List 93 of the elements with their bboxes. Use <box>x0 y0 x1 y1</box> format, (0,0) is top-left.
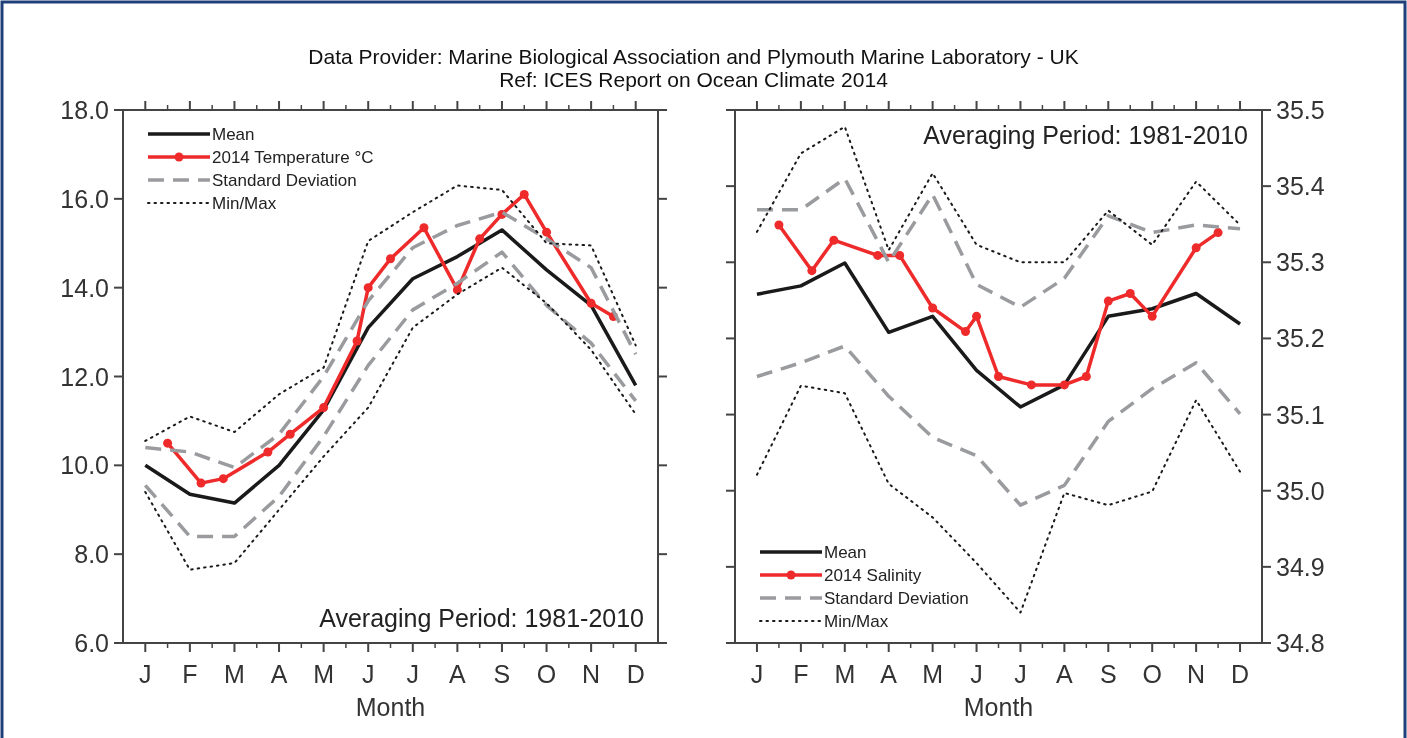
x-tick-label: J <box>406 660 420 688</box>
x-tick-label: N <box>1187 660 1206 688</box>
point <box>774 220 784 230</box>
point <box>218 474 228 484</box>
y2-tick-label: 35.3 <box>1276 248 1325 277</box>
legend-label: Standard Deviation <box>212 171 357 190</box>
x-tick-label: M <box>313 660 335 688</box>
point <box>452 285 462 295</box>
y2-tick-label: 34.9 <box>1276 552 1325 581</box>
x-tick-label: S <box>1099 660 1117 688</box>
x-tick-label: A <box>880 660 898 688</box>
legend-label: Mean <box>824 543 867 562</box>
point <box>1081 372 1091 381</box>
chart-subtitle: Ref: ICES Report on Ocean Climate 2014 <box>499 68 889 91</box>
line-series <box>144 266 637 571</box>
x-tick-label: F <box>182 660 198 688</box>
y-tick-label: 8.0 <box>74 540 109 569</box>
chart-title: Data Provider: Marine Biological Association and Plymouth Marine Laboratory - UK <box>308 45 1079 68</box>
x-tick-label: F <box>793 660 809 688</box>
point <box>319 403 329 413</box>
point <box>972 311 982 321</box>
y2-tick-label: 34.8 <box>1276 629 1325 657</box>
x-tick-label: J <box>361 660 375 688</box>
line-series <box>143 228 638 505</box>
y2-tick-label: 35.1 <box>1276 400 1325 429</box>
x-tick-label: M <box>922 660 944 688</box>
point <box>352 336 362 346</box>
point <box>1125 289 1135 298</box>
point <box>475 234 485 244</box>
x-tick-label: J <box>1014 660 1027 688</box>
line-series <box>755 384 1242 614</box>
point <box>285 429 295 439</box>
y-tick-label: 18.0 <box>60 96 109 124</box>
point <box>196 478 206 488</box>
line-series <box>143 250 638 539</box>
x-tick-label: M <box>834 660 856 688</box>
x-tick-label: S <box>493 660 511 688</box>
legend-label: Standard Deviation <box>824 589 969 608</box>
y2-tick-label: 35.4 <box>1276 172 1325 201</box>
x-tick-label: D <box>1231 660 1250 688</box>
line-series <box>143 210 638 470</box>
line-series <box>144 184 637 442</box>
annotation: Averaging Period: 1981-2010 <box>923 121 1248 149</box>
point <box>363 283 373 293</box>
y-tick-label: 14.0 <box>60 273 109 302</box>
x-tick-label: J <box>750 660 764 688</box>
point <box>961 327 971 337</box>
x-tick-label: O <box>1142 660 1162 688</box>
x-tick-label: N <box>582 660 601 688</box>
x-axis-title: Month <box>963 693 1034 721</box>
y2-tick-label: 35.2 <box>1276 324 1325 353</box>
annotation: Averaging Period: 1981-2010 <box>319 604 644 632</box>
point <box>1147 311 1157 321</box>
line-series <box>755 344 1242 507</box>
legend-label: 2014 Salinity <box>824 566 922 585</box>
point <box>873 250 883 260</box>
legend-label: Min/Max <box>824 612 889 631</box>
point <box>1026 380 1036 390</box>
y-tick-label: 10.0 <box>60 451 109 480</box>
legend-label: Mean <box>212 125 255 144</box>
point <box>542 227 552 237</box>
x-tick-label: A <box>449 660 467 688</box>
x-tick-label: M <box>224 660 245 688</box>
x-tick-label: A <box>270 660 288 688</box>
y-tick-label: 16.0 <box>60 184 109 213</box>
x-tick-label: J <box>970 660 983 688</box>
y-tick-label: 6.0 <box>74 629 109 657</box>
x-tick-label: J <box>139 660 152 688</box>
point <box>519 189 529 199</box>
y2-tick-label: 35.0 <box>1276 476 1325 505</box>
point <box>1103 296 1113 306</box>
legend-label: Min/Max <box>212 194 277 213</box>
point <box>994 372 1003 381</box>
point <box>1213 228 1223 238</box>
point <box>419 223 429 233</box>
line-series <box>755 261 1242 409</box>
point <box>1191 243 1201 253</box>
point <box>163 438 173 448</box>
point <box>263 447 273 457</box>
point <box>586 298 596 308</box>
x-tick-label: O <box>536 660 557 688</box>
x-tick-label: A <box>1056 660 1074 688</box>
y-tick-label: 12.0 <box>60 362 109 391</box>
point <box>829 235 839 245</box>
point <box>1059 380 1069 390</box>
point <box>928 303 938 313</box>
point <box>807 266 817 276</box>
x-axis-title: Month <box>355 693 426 721</box>
legend-label: 2014 Temperature °C <box>212 148 374 167</box>
y2-tick-label: 35.5 <box>1276 96 1325 124</box>
point <box>386 254 395 264</box>
x-tick-label: D <box>626 660 645 688</box>
point <box>895 250 905 260</box>
